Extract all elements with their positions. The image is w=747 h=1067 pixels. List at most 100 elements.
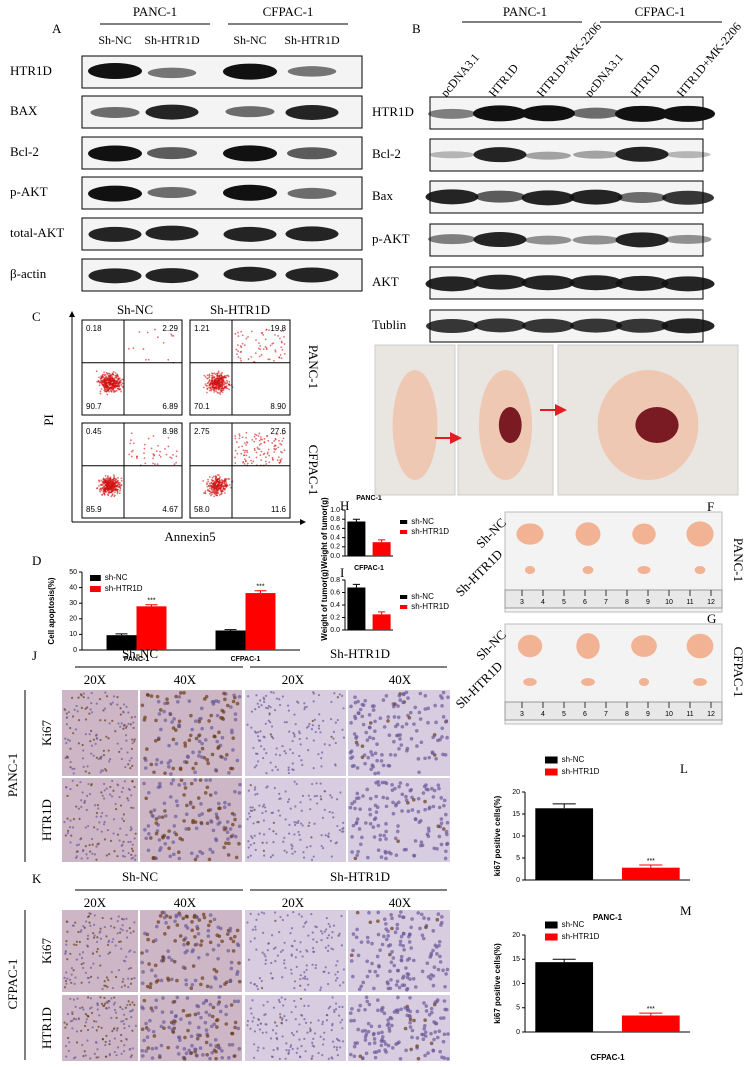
cell <box>113 1008 117 1012</box>
cell <box>193 1012 198 1017</box>
cell <box>312 692 315 695</box>
flow-dot <box>104 475 107 477</box>
flow-dot <box>102 384 104 386</box>
cell <box>267 942 270 945</box>
cell <box>406 972 411 977</box>
cell <box>251 806 254 809</box>
cell <box>95 1041 98 1044</box>
flow-dot <box>112 387 115 390</box>
cell <box>300 1013 303 1017</box>
cell <box>95 950 99 953</box>
cell <box>99 815 103 818</box>
flow-dot <box>255 437 257 440</box>
x-axis-label: CFPAC-1 <box>590 1053 625 1062</box>
legend-swatch <box>90 586 101 592</box>
cell <box>293 780 296 783</box>
cell <box>253 1030 256 1033</box>
cell <box>250 835 253 838</box>
flow-dot <box>210 481 213 484</box>
cell <box>277 809 280 812</box>
cell <box>432 733 437 737</box>
cell <box>64 834 67 837</box>
cell <box>325 1019 328 1022</box>
y-tick-label: 0 <box>516 877 520 884</box>
flow-dot <box>110 390 113 393</box>
cell <box>189 781 194 786</box>
cell <box>211 828 216 833</box>
cell <box>424 1004 429 1008</box>
cell <box>376 783 381 787</box>
cell <box>112 832 115 835</box>
panel-letter: C <box>32 309 41 324</box>
cell <box>153 974 158 978</box>
cell <box>340 944 344 947</box>
ruler-label: 3 <box>520 711 524 718</box>
flow-dot <box>154 328 156 331</box>
flow-dot <box>241 436 244 439</box>
flow-dot <box>143 457 146 460</box>
cell <box>312 950 316 953</box>
cell <box>169 1010 174 1015</box>
cell <box>200 812 204 816</box>
ihc-image <box>348 690 450 776</box>
cell <box>144 1049 148 1053</box>
flow-dot <box>277 446 280 449</box>
cell <box>327 971 330 975</box>
flow-dot <box>226 382 228 385</box>
cell <box>246 818 249 821</box>
cell <box>275 1036 278 1040</box>
cell <box>214 812 219 816</box>
flow-dot <box>207 478 209 481</box>
cell <box>290 953 293 956</box>
cell <box>76 997 79 1000</box>
cell <box>354 736 358 740</box>
cell <box>290 972 293 975</box>
cell <box>75 1041 79 1044</box>
cell <box>129 840 132 843</box>
cell <box>337 934 340 937</box>
cell <box>289 932 292 935</box>
cell <box>350 835 354 839</box>
cell <box>106 1001 109 1004</box>
cell <box>409 1047 413 1052</box>
cell <box>166 835 170 840</box>
cell <box>101 794 104 797</box>
cell <box>209 985 213 989</box>
cell <box>82 925 85 928</box>
flow-dot <box>209 387 212 390</box>
cell <box>423 1034 428 1038</box>
flow-dot <box>250 462 253 465</box>
ruler-label: 10 <box>665 711 673 718</box>
cell <box>331 811 334 814</box>
cell <box>100 1002 104 1006</box>
cell <box>188 802 193 806</box>
cell <box>88 921 91 924</box>
cell <box>260 704 263 707</box>
cell <box>95 858 98 861</box>
cell <box>64 1044 68 1048</box>
cell <box>173 1019 177 1024</box>
cell <box>69 841 72 844</box>
cell <box>66 738 70 741</box>
tumor <box>694 566 706 574</box>
cell <box>305 705 308 709</box>
flow-dot <box>243 442 246 445</box>
cell <box>76 710 79 713</box>
cell <box>375 758 379 763</box>
cell <box>110 970 113 974</box>
cell <box>401 976 405 980</box>
cell <box>393 786 397 791</box>
cell <box>401 931 406 936</box>
cell <box>104 984 107 987</box>
cell <box>307 794 310 797</box>
legend-swatch <box>400 595 408 599</box>
cell <box>86 915 90 919</box>
cell <box>105 854 108 857</box>
cell <box>122 813 125 816</box>
cell <box>327 832 330 835</box>
cell <box>222 805 227 810</box>
cell <box>281 1035 284 1038</box>
band <box>475 190 525 203</box>
tumor <box>686 633 714 659</box>
cell <box>445 967 450 972</box>
